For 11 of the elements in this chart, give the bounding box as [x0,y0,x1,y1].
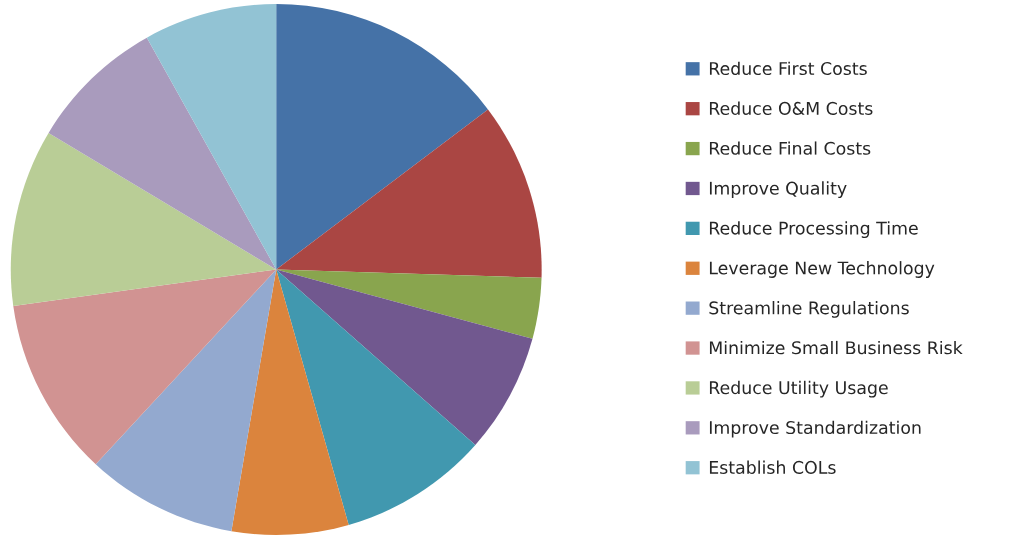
legend-label: Streamline Regulations [709,300,909,318]
legend-label: Leverage New Technology [709,261,935,278]
legend-label: Reduce Processing Time [709,221,918,239]
legend-label: Reduce O&M Costs [709,101,873,115]
legend-label: Reduce Utility Usage [709,380,888,398]
legend-label: Improve Quality [709,181,847,199]
legend-label: Reduce First Costs [709,61,867,76]
legend-label: Reduce Final Costs [709,141,871,155]
legend-label: Establish COLs [709,460,836,474]
legend-label: Minimize Small Business Risk [709,340,963,355]
legend-label: Improve Standardization [709,420,921,438]
